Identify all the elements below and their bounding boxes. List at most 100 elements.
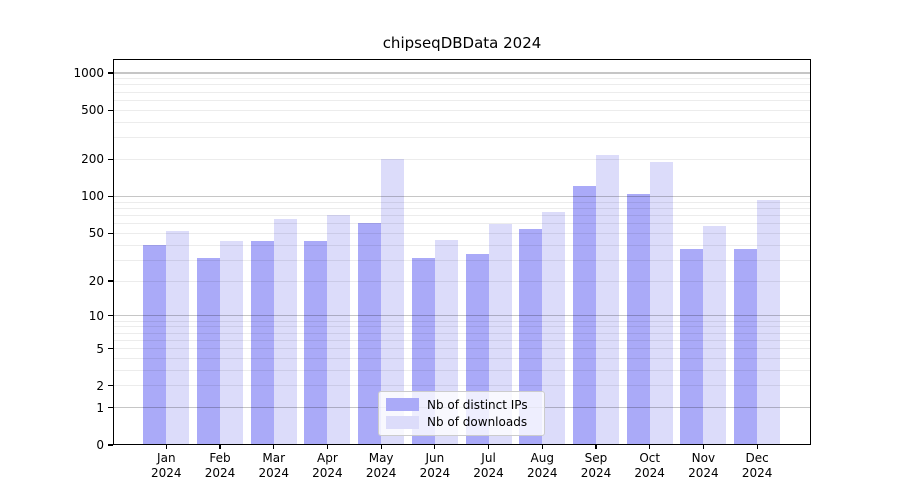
x-tick-label-mar: Mar 2024 (242, 451, 306, 481)
y-tick-label-500: 500 (81, 103, 104, 118)
bar-downloads-sep (595, 154, 619, 445)
legend: Nb of distinct IPs Nb of downloads (378, 391, 545, 436)
y-tick-mark (108, 72, 113, 74)
legend-swatch-distinct-ips (386, 398, 419, 412)
x-tick-mark (595, 445, 597, 449)
x-tick-month: Mar (262, 451, 286, 465)
gridline-minor (113, 99, 811, 101)
bar-ips-dec (734, 249, 758, 445)
gridline-minor (113, 158, 811, 160)
gridline-minor (113, 332, 811, 334)
x-tick-month: Jun (425, 451, 445, 465)
x-tick-label-jan: Jan 2024 (134, 451, 198, 481)
gridline-minor (113, 78, 811, 80)
bar-ips-jan (143, 245, 167, 445)
x-tick-mark (487, 445, 490, 449)
gridline-minor (113, 223, 811, 225)
x-tick-year: 2024 (204, 466, 236, 480)
x-tick-month: Sep (584, 451, 608, 465)
bar-downloads-dec (757, 200, 781, 445)
y-tick-mark (108, 232, 113, 234)
x-tick-year: 2024 (312, 466, 343, 480)
x-tick-mark (649, 445, 651, 449)
bar-downloads-jan (166, 231, 190, 445)
x-tick-mark (756, 445, 758, 449)
bar-downloads-may (381, 159, 405, 445)
y-tick-label-100: 100 (81, 189, 104, 204)
y-tick-mark (108, 385, 113, 387)
y-tick-mark (108, 315, 113, 317)
legend-label-distinct-ips: Nb of distinct IPs (427, 397, 528, 412)
x-tick-month: Dec (745, 451, 769, 465)
y-tick-mark (108, 407, 113, 409)
gridline-minor (113, 385, 811, 387)
bar-ips-mar (250, 241, 274, 445)
chart-title: chipseqDBData 2024 (382, 34, 542, 52)
x-tick-mark (702, 445, 704, 449)
bar-ips-apr (304, 241, 328, 445)
gridline-minor (113, 91, 811, 93)
bar-downloads-apr (327, 215, 351, 445)
bar-downloads-mar (273, 218, 297, 445)
x-tick-month: Jul (481, 451, 496, 465)
x-tick-mark (273, 445, 275, 449)
x-tick-mark (326, 445, 329, 449)
x-tick-year: 2024 (526, 466, 558, 480)
y-tick-label-2: 2 (96, 378, 104, 393)
x-tick-month: Jan (157, 451, 176, 465)
y-tick-label-50: 50 (88, 226, 104, 241)
bar-ips-sep (572, 185, 596, 445)
y-tick-label-10: 10 (88, 308, 104, 323)
x-tick-mark (380, 445, 382, 449)
x-tick-year: 2024 (151, 466, 182, 480)
x-tick-mark (434, 445, 436, 449)
legend-item-distinct-ips: Nb of distinct IPs (386, 396, 537, 414)
x-tick-year: 2024 (688, 466, 719, 480)
gridline-minor (113, 369, 811, 371)
y-tick-mark (108, 158, 113, 160)
gridline-minor (113, 339, 811, 341)
legend-swatch-downloads (386, 415, 419, 429)
gridline-minor (113, 109, 811, 111)
x-tick-label-jul: Jul 2024 (457, 451, 521, 481)
gridline-minor (113, 201, 811, 203)
x-tick-year: 2024 (634, 466, 665, 480)
gridline-major (113, 195, 811, 198)
bar-ips-oct (626, 194, 650, 445)
y-tick-label-1000: 1000 (73, 65, 104, 80)
y-tick-label-200: 200 (81, 152, 104, 167)
x-tick-month: Nov (691, 451, 716, 465)
y-tick-label-5: 5 (96, 341, 104, 356)
gridline-minor (113, 280, 811, 282)
x-tick-label-aug: Aug 2024 (510, 451, 574, 481)
x-tick-mark (541, 445, 543, 449)
x-tick-month: May (368, 451, 394, 465)
x-tick-month: Aug (530, 451, 554, 465)
x-tick-label-sep: Sep 2024 (564, 451, 628, 481)
y-tick-mark (108, 195, 113, 198)
gridline-minor (113, 320, 811, 322)
x-tick-year: 2024 (741, 466, 773, 480)
gridline-minor (113, 232, 811, 234)
y-tick-mark (108, 280, 113, 282)
y-tick-mark (108, 109, 113, 111)
legend-label-downloads: Nb of downloads (427, 415, 528, 430)
y-tick-mark (108, 347, 113, 350)
gridline-minor (113, 207, 811, 209)
bar-ips-nov (680, 249, 704, 445)
gridline-minor (113, 214, 811, 216)
gridline-minor (113, 259, 811, 261)
x-tick-mark (219, 445, 221, 449)
bar-ips-may (358, 222, 382, 445)
x-tick-year: 2024 (473, 466, 504, 480)
x-tick-label-apr: Apr 2024 (295, 451, 359, 481)
bar-downloads-feb (220, 241, 243, 445)
x-tick-month: Feb (209, 451, 231, 465)
x-tick-year: 2024 (365, 466, 397, 480)
gridline-minor (113, 137, 811, 139)
gridline-minor (113, 84, 811, 86)
gridline-minor (113, 326, 811, 328)
x-tick-label-oct: Oct 2024 (618, 451, 682, 481)
gridline-minor (113, 244, 811, 246)
